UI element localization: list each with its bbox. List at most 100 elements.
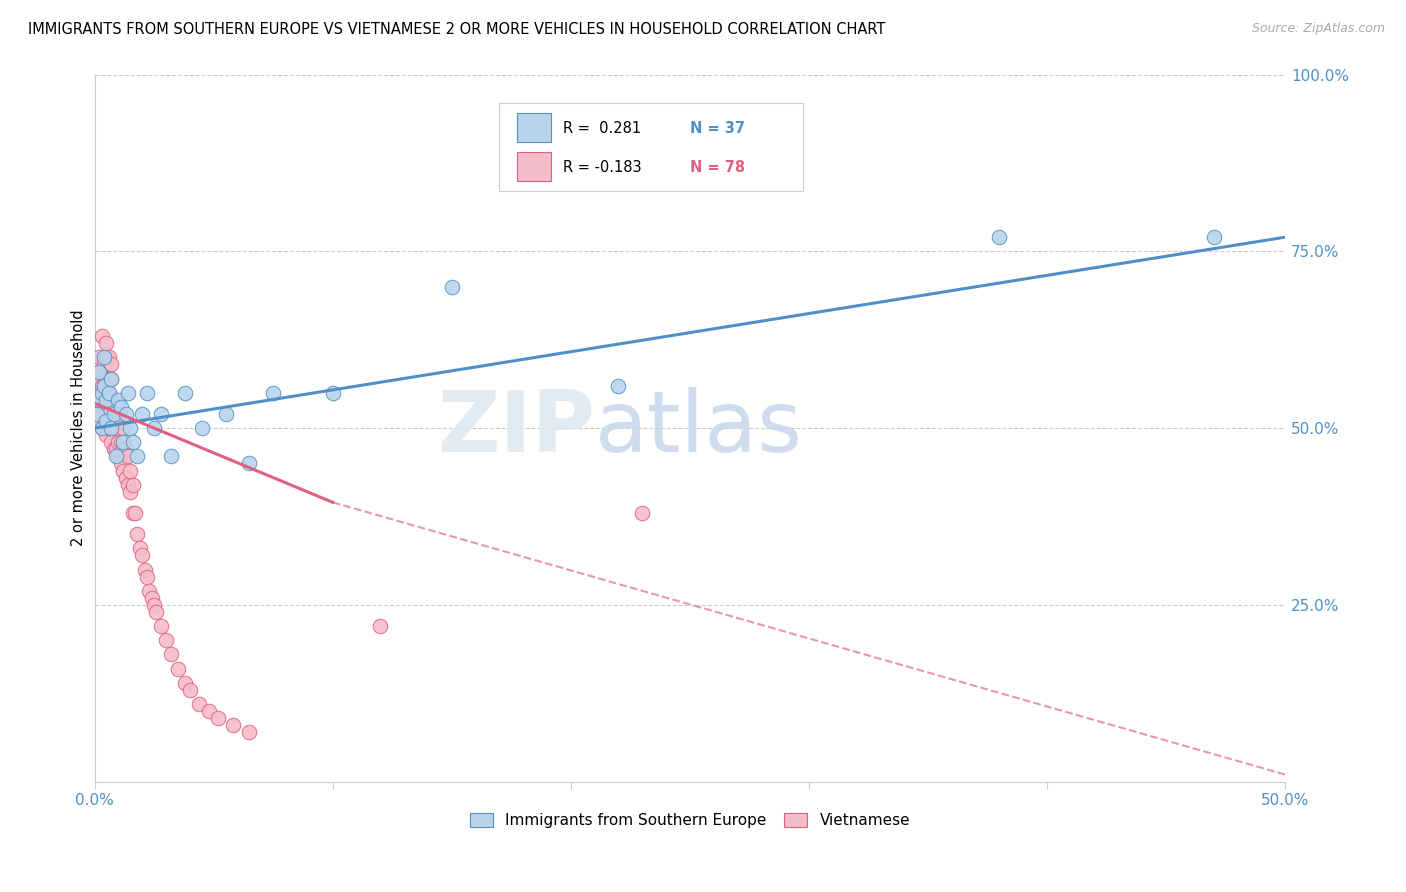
- Point: [988, 230, 1011, 244]
- Point: [138, 583, 160, 598]
- Point: [174, 675, 197, 690]
- Point: [1202, 230, 1225, 244]
- Point: [93, 392, 115, 407]
- Point: [90, 364, 112, 378]
- FancyBboxPatch shape: [517, 153, 551, 180]
- Point: [90, 378, 112, 392]
- Point: [370, 619, 392, 633]
- Point: [117, 385, 139, 400]
- Point: [90, 421, 112, 435]
- Point: [105, 400, 128, 414]
- Point: [134, 562, 156, 576]
- Point: [100, 371, 122, 385]
- Point: [107, 450, 129, 464]
- Point: [96, 371, 118, 385]
- Point: [105, 421, 128, 435]
- Point: [120, 463, 142, 477]
- Point: [117, 450, 139, 464]
- Point: [110, 457, 132, 471]
- Point: [145, 605, 167, 619]
- Point: [631, 506, 654, 520]
- Point: [127, 450, 149, 464]
- Text: N = 37: N = 37: [690, 121, 745, 136]
- Point: [107, 435, 129, 450]
- Point: [238, 725, 260, 739]
- Point: [214, 407, 236, 421]
- Point: [159, 450, 181, 464]
- Point: [121, 435, 143, 450]
- Point: [322, 385, 344, 400]
- Point: [121, 477, 143, 491]
- Point: [103, 400, 125, 414]
- Point: [89, 364, 111, 378]
- Point: [110, 435, 132, 450]
- Point: [100, 435, 122, 450]
- Point: [114, 407, 136, 421]
- FancyBboxPatch shape: [517, 113, 551, 142]
- Point: [100, 414, 122, 428]
- Point: [167, 661, 190, 675]
- Point: [131, 549, 153, 563]
- Point: [93, 378, 115, 392]
- FancyBboxPatch shape: [499, 103, 803, 191]
- Point: [97, 385, 120, 400]
- Point: [238, 457, 260, 471]
- Point: [131, 407, 153, 421]
- Point: [136, 569, 159, 583]
- Text: atlas: atlas: [595, 386, 803, 469]
- Point: [90, 400, 112, 414]
- Point: [96, 392, 118, 407]
- Point: [110, 400, 132, 414]
- Point: [96, 336, 118, 351]
- Point: [97, 371, 120, 385]
- Point: [607, 378, 630, 392]
- Point: [89, 385, 111, 400]
- Point: [112, 442, 135, 457]
- Point: [89, 407, 111, 421]
- Point: [120, 484, 142, 499]
- Legend: Immigrants from Southern Europe, Vietnamese: Immigrants from Southern Europe, Vietnam…: [464, 807, 917, 834]
- Point: [100, 421, 122, 435]
- Point: [107, 407, 129, 421]
- Point: [86, 407, 108, 421]
- Point: [222, 718, 245, 732]
- Point: [150, 619, 173, 633]
- Y-axis label: 2 or more Vehicles in Household: 2 or more Vehicles in Household: [72, 310, 86, 547]
- Text: R = -0.183: R = -0.183: [562, 161, 641, 176]
- Point: [89, 392, 111, 407]
- Point: [90, 385, 112, 400]
- Text: ZIP: ZIP: [437, 386, 595, 469]
- Point: [100, 371, 122, 385]
- Point: [114, 470, 136, 484]
- Point: [121, 506, 143, 520]
- Point: [97, 385, 120, 400]
- Point: [100, 358, 122, 372]
- Text: N = 78: N = 78: [690, 161, 745, 176]
- Text: IMMIGRANTS FROM SOUTHERN EUROPE VS VIETNAMESE 2 OR MORE VEHICLES IN HOUSEHOLD CO: IMMIGRANTS FROM SOUTHERN EUROPE VS VIETN…: [28, 22, 886, 37]
- Point: [96, 414, 118, 428]
- Point: [141, 591, 163, 605]
- Point: [89, 371, 111, 385]
- Point: [97, 351, 120, 365]
- Point: [190, 421, 212, 435]
- Point: [96, 351, 118, 365]
- Point: [174, 385, 197, 400]
- Point: [155, 633, 177, 648]
- Point: [86, 400, 108, 414]
- Point: [93, 351, 115, 365]
- Point: [114, 442, 136, 457]
- Point: [112, 463, 135, 477]
- Point: [159, 648, 181, 662]
- Text: Source: ZipAtlas.com: Source: ZipAtlas.com: [1251, 22, 1385, 36]
- Point: [89, 351, 111, 365]
- Point: [198, 704, 221, 718]
- Point: [86, 378, 108, 392]
- Point: [143, 421, 166, 435]
- Point: [262, 385, 284, 400]
- Point: [107, 392, 129, 407]
- Point: [127, 527, 149, 541]
- Point: [143, 598, 166, 612]
- Point: [90, 421, 112, 435]
- Point: [120, 421, 142, 435]
- Point: [105, 450, 128, 464]
